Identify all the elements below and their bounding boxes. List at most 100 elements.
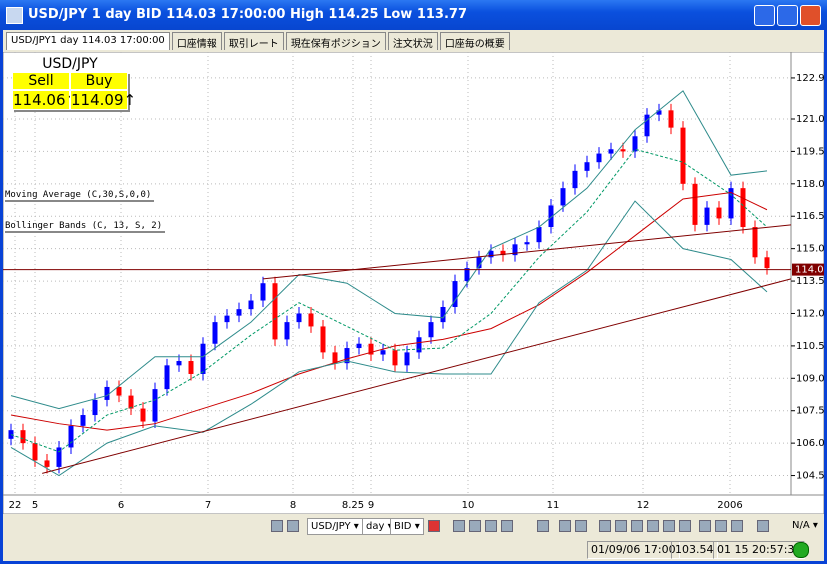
candle-body	[392, 350, 398, 366]
indicator-line	[10, 191, 768, 431]
candle-body	[128, 395, 134, 409]
candle-body	[368, 343, 374, 355]
x-tick-label: 8.25	[342, 500, 364, 511]
candle-body	[740, 188, 746, 228]
indicator-label[interactable]: Bollinger Bands (C, 13, S, 2)	[5, 221, 166, 233]
candle-body	[344, 348, 350, 364]
candle-body	[764, 257, 770, 269]
tool[interactable]	[715, 520, 727, 532]
candle-body	[440, 306, 446, 323]
connection-indicator	[793, 542, 809, 558]
y-tick-label: 115.00	[796, 244, 824, 255]
tool[interactable]	[559, 520, 571, 532]
candle-body	[680, 127, 686, 184]
buy-price[interactable]: 114.09↑	[70, 90, 137, 110]
candle-body	[236, 309, 242, 316]
tool[interactable]	[679, 520, 691, 532]
symbol-select[interactable]: USD/JPY ▾	[307, 518, 363, 535]
candle-body	[176, 361, 182, 366]
tool[interactable]	[469, 520, 481, 532]
candle-body	[728, 188, 734, 219]
close-button[interactable]	[800, 5, 821, 26]
candle-body	[488, 250, 494, 258]
candle-body	[620, 149, 626, 152]
candle-body	[752, 227, 758, 258]
tool[interactable]	[575, 520, 587, 532]
candle-body	[536, 227, 542, 243]
tab[interactable]: 口座毎の概要	[439, 32, 510, 50]
x-tick-label: 7	[205, 500, 211, 511]
status-bar: 01/09/06 17:00 103.54 01 15 20:57:39	[3, 539, 824, 559]
candle-tool[interactable]	[428, 520, 440, 532]
time-axis	[3, 494, 824, 514]
minimize-button[interactable]	[754, 5, 775, 26]
x-tick-label: 8	[290, 500, 296, 511]
tool[interactable]	[731, 520, 743, 532]
candle-body	[140, 408, 146, 422]
candle-body	[548, 205, 554, 228]
zoom-in[interactable]	[599, 520, 611, 532]
quote-symbol: USD/JPY	[12, 56, 128, 72]
x-tick-label: 11	[547, 500, 560, 511]
candle-body	[284, 322, 290, 340]
candle-body	[416, 337, 422, 353]
maximize-button[interactable]	[777, 5, 798, 26]
candle-body	[656, 110, 662, 115]
candle-body	[644, 114, 650, 137]
candle-body	[632, 136, 638, 152]
candle-body	[332, 352, 338, 364]
x-tick-label: 6	[118, 500, 124, 511]
tool[interactable]	[663, 520, 675, 532]
status-clock: 01 15 20:57:39	[713, 541, 806, 559]
tool[interactable]	[453, 520, 465, 532]
zoom-out[interactable]	[615, 520, 627, 532]
candle-body	[68, 425, 74, 448]
tool[interactable]	[537, 520, 549, 532]
tool[interactable]	[699, 520, 711, 532]
candle-body	[560, 188, 566, 206]
side-select[interactable]: BID ▾	[390, 518, 424, 535]
candle-body	[56, 447, 62, 467]
current-price-tag	[792, 263, 824, 276]
y-tick-label: 104.50	[796, 471, 824, 482]
plot-area	[3, 52, 792, 496]
y-tick-label: 110.50	[796, 341, 824, 352]
indicator-label[interactable]: Moving Average (C,30,S,0,0)	[5, 190, 155, 202]
indicator-line	[10, 200, 768, 477]
mode-select[interactable]: N/A ▾	[792, 520, 818, 531]
tool[interactable]	[485, 520, 497, 532]
tab[interactable]: USD/JPY1 day 114.03 17:00:00	[6, 32, 170, 50]
candle-body	[212, 322, 218, 344]
tab[interactable]: 注文状況	[387, 32, 438, 50]
scroll-right[interactable]	[287, 520, 299, 532]
candle-body	[500, 250, 506, 256]
x-tick-label: 9	[368, 500, 374, 511]
sell-price[interactable]: 114.06↑	[12, 90, 79, 110]
period-select[interactable]: day ▾	[362, 518, 397, 535]
y-tick-label: 107.50	[796, 406, 824, 417]
candle-body	[152, 389, 158, 422]
tab[interactable]: 現在保有ポジション	[285, 32, 386, 50]
candle-body	[668, 110, 674, 128]
x-tick-label: 10	[462, 500, 475, 511]
status-time: 01/09/06 17:00	[587, 541, 680, 559]
candle-body	[704, 207, 710, 225]
chart: 122.90 121.00 119.50 118.00 116.50 115.00 113.…	[3, 52, 824, 514]
tool[interactable]	[631, 520, 643, 532]
tool[interactable]	[647, 520, 659, 532]
y-tick-label: 116.50	[796, 211, 824, 222]
candle-body	[512, 244, 518, 256]
candle-body	[452, 281, 458, 307]
tool[interactable]	[757, 520, 769, 532]
scroll-left[interactable]	[271, 520, 283, 532]
tab[interactable]: 取引レート	[223, 32, 284, 50]
tab[interactable]: 口座情報	[171, 32, 222, 50]
buy-label: Buy	[70, 72, 128, 90]
candle-body	[692, 183, 698, 225]
app-icon	[6, 7, 23, 24]
tool[interactable]	[501, 520, 513, 532]
y-tick-label: 118.00	[796, 179, 824, 190]
candle-body	[272, 283, 278, 340]
candle-body	[188, 361, 194, 374]
